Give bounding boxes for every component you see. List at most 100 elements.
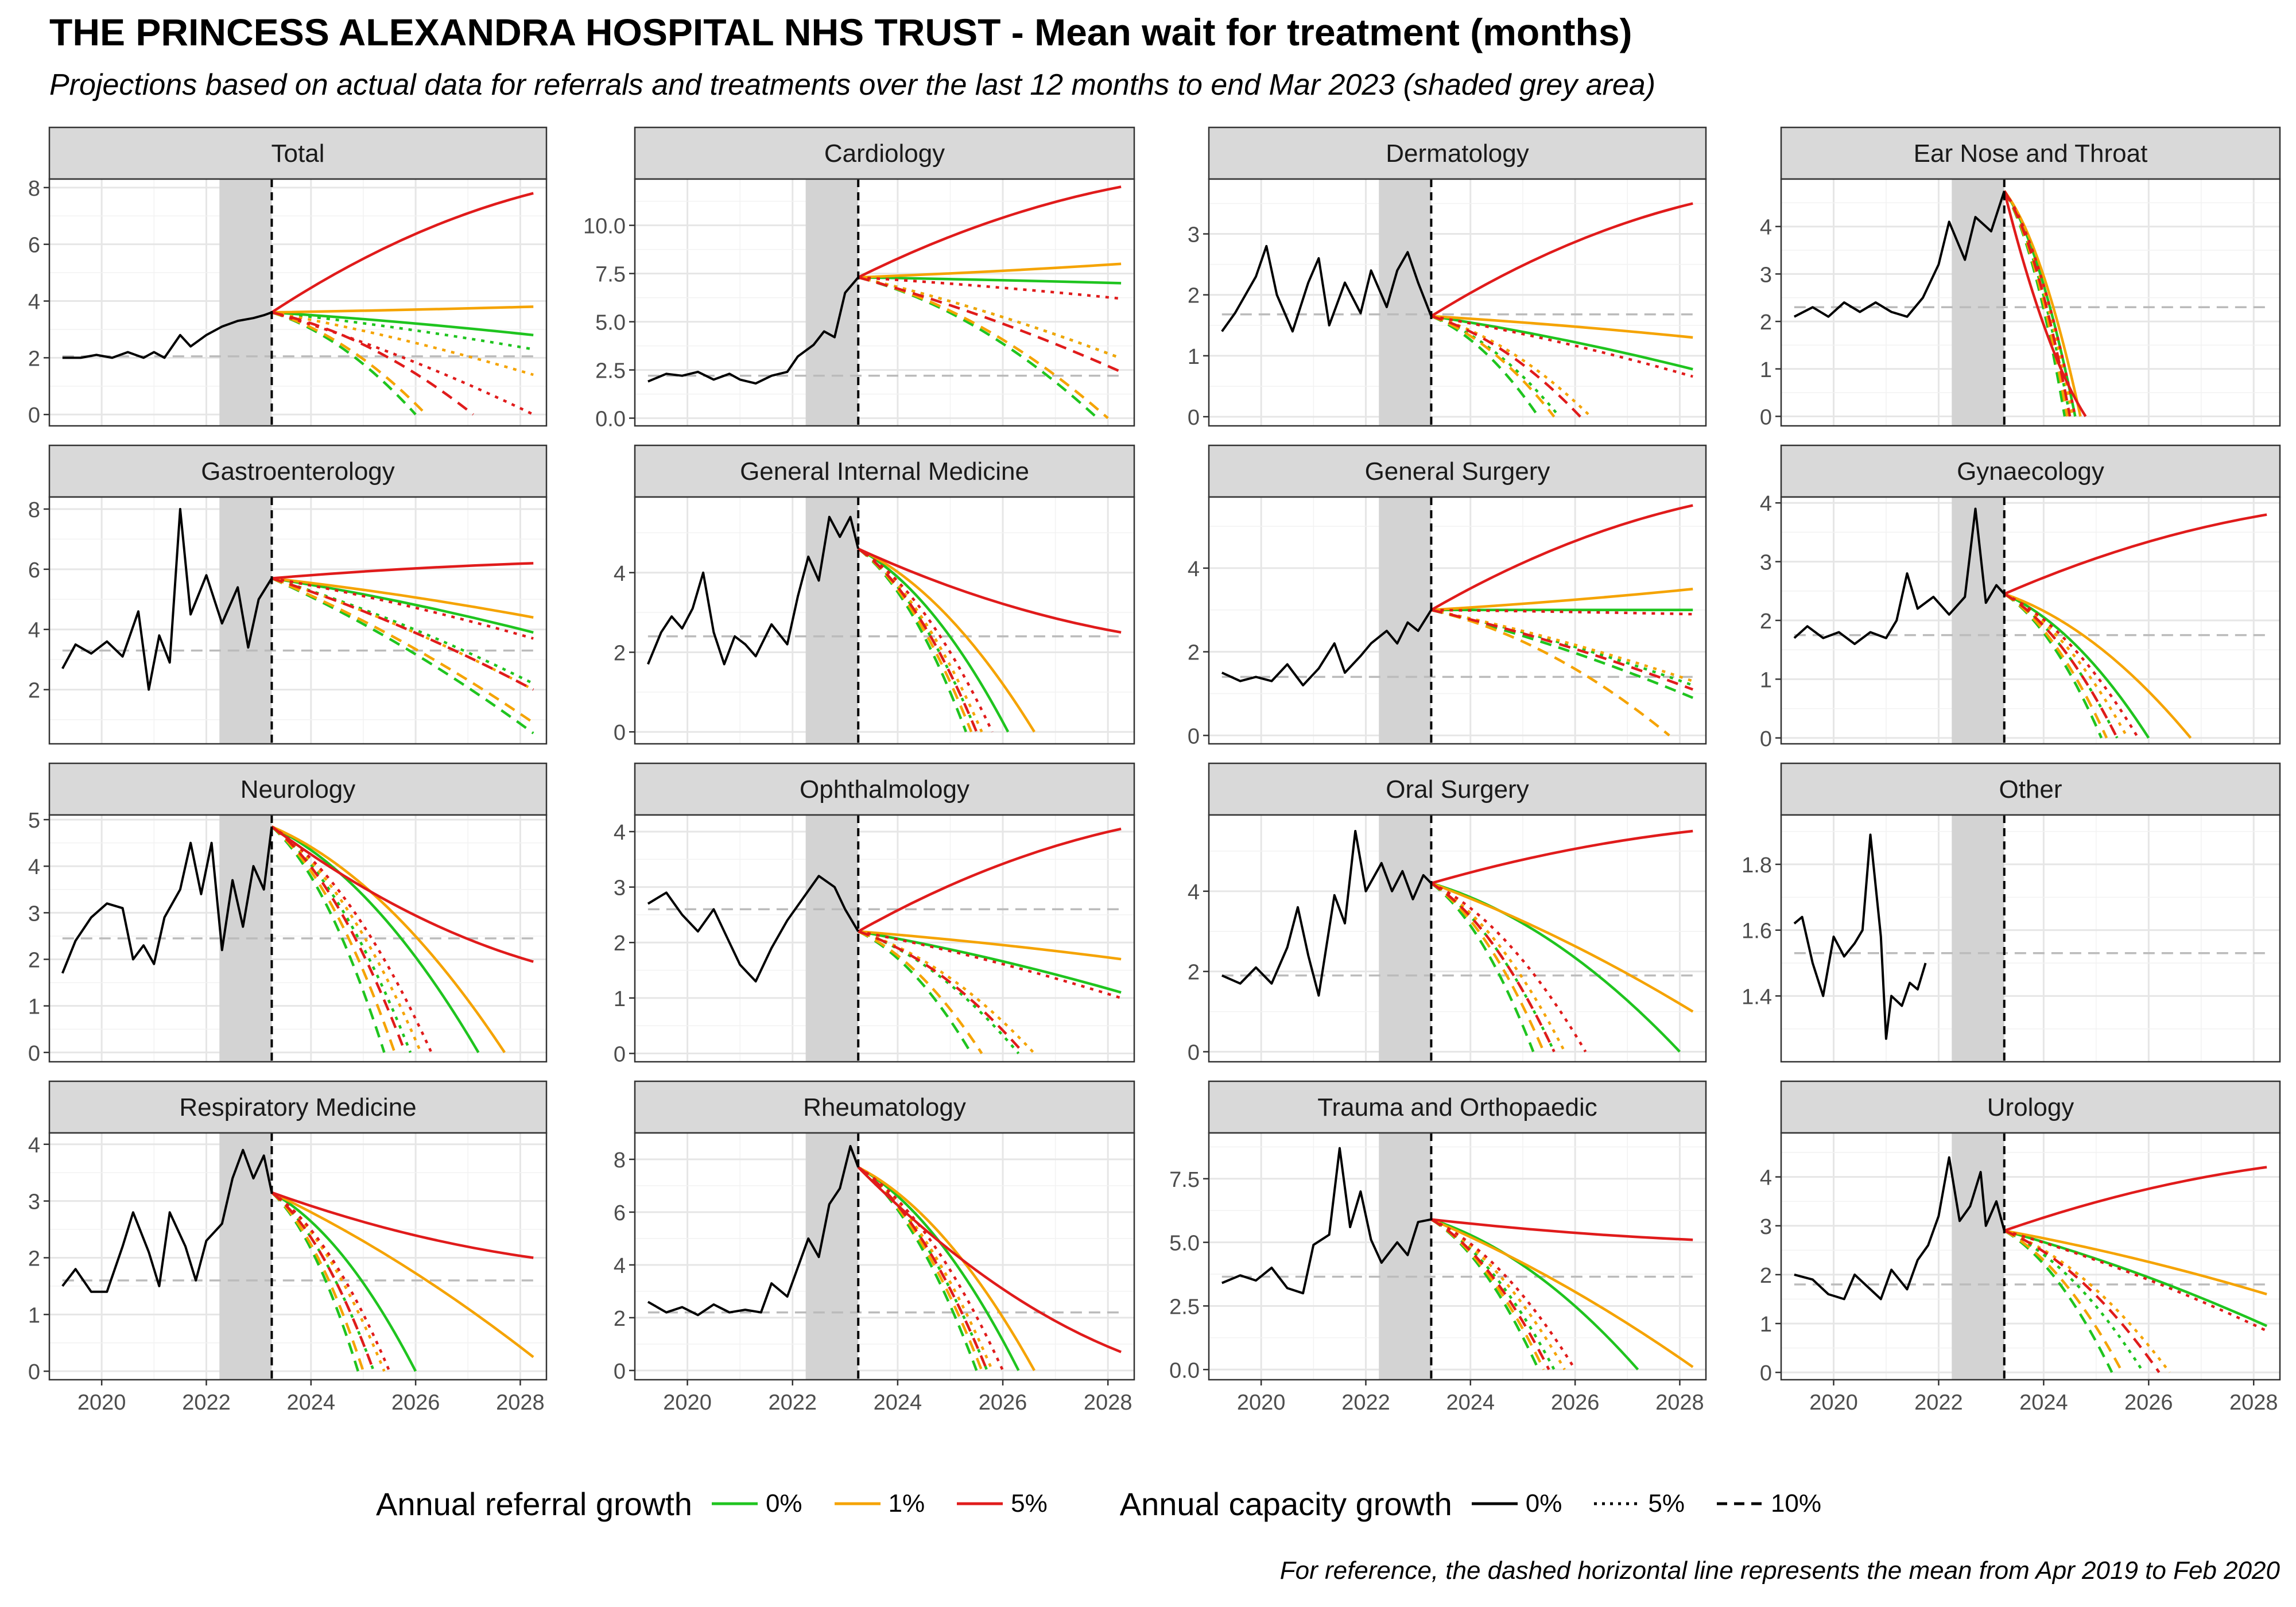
plot-area bbox=[1781, 1133, 2280, 1380]
y-tick-label: 4 bbox=[28, 1134, 40, 1158]
actual-series-line bbox=[647, 515, 860, 666]
facet-strip bbox=[1208, 444, 1707, 498]
projection-line bbox=[271, 311, 534, 376]
y-tick-label: 5.0 bbox=[1169, 1232, 1200, 1256]
projection-line bbox=[858, 276, 1122, 300]
x-tick-label: 2022 bbox=[182, 1391, 231, 1415]
actual-series-line bbox=[1793, 833, 1927, 1040]
projection-line bbox=[857, 548, 978, 733]
x-tick-label: 2026 bbox=[1551, 1391, 1600, 1415]
facet-strip bbox=[1208, 1080, 1707, 1134]
facet-strip-label: Neurology bbox=[241, 775, 356, 804]
chart-subtitle: Projections based on actual data for ref… bbox=[49, 68, 1656, 102]
shaded-period bbox=[1379, 497, 1432, 744]
panel-border bbox=[1208, 1132, 1707, 1381]
projection-line bbox=[1430, 315, 1561, 418]
projection-line bbox=[2003, 1229, 2124, 1373]
y-tick-label: 2 bbox=[28, 347, 40, 371]
y-tick-label: 2 bbox=[1188, 961, 1200, 985]
projection-line bbox=[270, 1191, 365, 1372]
projection-line bbox=[1430, 1218, 1550, 1371]
y-tick-label: 2 bbox=[28, 949, 40, 973]
x-tick-label: 2028 bbox=[1084, 1391, 1133, 1415]
legend-swatch-referral-1 bbox=[834, 1502, 881, 1505]
facet-strip-label: Urology bbox=[1987, 1093, 2074, 1121]
plot-area bbox=[1781, 815, 2280, 1062]
facet-strip bbox=[1780, 444, 2281, 498]
projection-line bbox=[1430, 1218, 1545, 1371]
y-tick-label: 4 bbox=[28, 619, 40, 643]
projection-line bbox=[1430, 315, 1556, 418]
facet-panel: Rheumatology 0 2 4 6 8 2020 2022 2024 2026 2028 bbox=[614, 1080, 1135, 1415]
legend-label-capacity-2: 10% bbox=[1770, 1489, 1822, 1517]
actual-series-line bbox=[62, 311, 273, 359]
y-tick-label: 0 bbox=[1188, 1041, 1200, 1065]
panel-border bbox=[634, 1132, 1135, 1381]
y-tick-label: 3 bbox=[1188, 223, 1200, 247]
legend-label-capacity-1: 5% bbox=[1648, 1489, 1685, 1517]
projection-line bbox=[2003, 191, 2087, 417]
plot-area bbox=[635, 815, 1134, 1062]
legend-label-referral-0: 0% bbox=[765, 1489, 802, 1517]
projection-line bbox=[858, 1166, 1004, 1371]
projection-line bbox=[271, 825, 480, 1053]
y-tick-label: 3 bbox=[1760, 551, 1772, 575]
y-tick-label: 1 bbox=[614, 987, 626, 1011]
shaded-period bbox=[219, 179, 272, 426]
projection-line bbox=[858, 276, 1099, 420]
projection-line bbox=[1430, 1218, 1577, 1371]
y-tick-label: 7.5 bbox=[1169, 1168, 1200, 1192]
x-tick-label: 2024 bbox=[2019, 1391, 2068, 1415]
projection-line bbox=[858, 262, 1122, 279]
y-tick-label: 2 bbox=[614, 931, 626, 956]
legend-swatch-capacity-2 bbox=[1716, 1502, 1763, 1505]
projection-lines bbox=[1430, 1218, 1694, 1371]
shaded-period bbox=[1952, 1133, 2004, 1380]
plot-area bbox=[1209, 1133, 1706, 1380]
y-tick-label: 4 bbox=[1760, 1166, 1772, 1190]
x-tick-label: 2024 bbox=[287, 1391, 336, 1415]
actual-series-line bbox=[647, 875, 859, 983]
facet-panel: Gastroenterology 2 4 6 8 bbox=[28, 444, 548, 745]
projection-line bbox=[271, 577, 534, 724]
panel-border bbox=[1780, 1132, 2281, 1381]
projection-line bbox=[1430, 882, 1535, 1053]
x-tick-label: 2020 bbox=[1809, 1391, 1858, 1415]
plot-area bbox=[635, 1133, 1134, 1380]
y-tick-label: 2 bbox=[1188, 641, 1200, 665]
projection-line bbox=[858, 930, 973, 1054]
facet-strip bbox=[634, 1080, 1135, 1134]
facet-panel: Gynaecology 0 1 2 3 4 bbox=[1760, 444, 2281, 751]
projection-line bbox=[1430, 202, 1693, 317]
projection-lines bbox=[1430, 504, 1694, 737]
projection-line bbox=[271, 1191, 534, 1358]
y-tick-label: 1 bbox=[28, 995, 40, 1019]
projection-lines bbox=[857, 1166, 1122, 1371]
projection-line bbox=[272, 577, 534, 640]
x-tick-label: 2028 bbox=[496, 1391, 545, 1415]
actual-series-line bbox=[1221, 830, 1432, 997]
projection-line bbox=[272, 577, 534, 634]
projection-line bbox=[858, 930, 983, 1054]
y-tick-label: 8 bbox=[614, 1148, 626, 1173]
facet-strip-label: Rheumatology bbox=[803, 1093, 966, 1121]
y-tick-label: 3 bbox=[28, 1190, 40, 1214]
actual-series-line bbox=[1221, 609, 1433, 686]
panel-border bbox=[48, 814, 548, 1063]
projection-line bbox=[272, 311, 534, 351]
y-tick-label: 2 bbox=[28, 1247, 40, 1271]
projection-line bbox=[858, 930, 1025, 1054]
projection-line bbox=[1430, 1218, 1540, 1371]
projection-line bbox=[271, 1191, 534, 1259]
y-tick-label: 0 bbox=[1188, 724, 1200, 748]
projection-line bbox=[1431, 608, 1693, 616]
x-tick-label: 2026 bbox=[2124, 1391, 2173, 1415]
projection-line bbox=[2003, 592, 2139, 739]
facet-panel: Ear Nose and Throat 0 1 2 3 4 bbox=[1760, 126, 2281, 429]
facet-panel: General Internal Medicine 0 2 4 bbox=[614, 444, 1135, 745]
y-tick-label: 3 bbox=[1760, 263, 1772, 287]
y-tick-label: 4 bbox=[1760, 492, 1772, 516]
facet-panel: Oral Surgery 0 2 4 bbox=[1188, 762, 1707, 1065]
y-tick-label: 4 bbox=[614, 821, 626, 845]
projection-line bbox=[2004, 1229, 2171, 1373]
